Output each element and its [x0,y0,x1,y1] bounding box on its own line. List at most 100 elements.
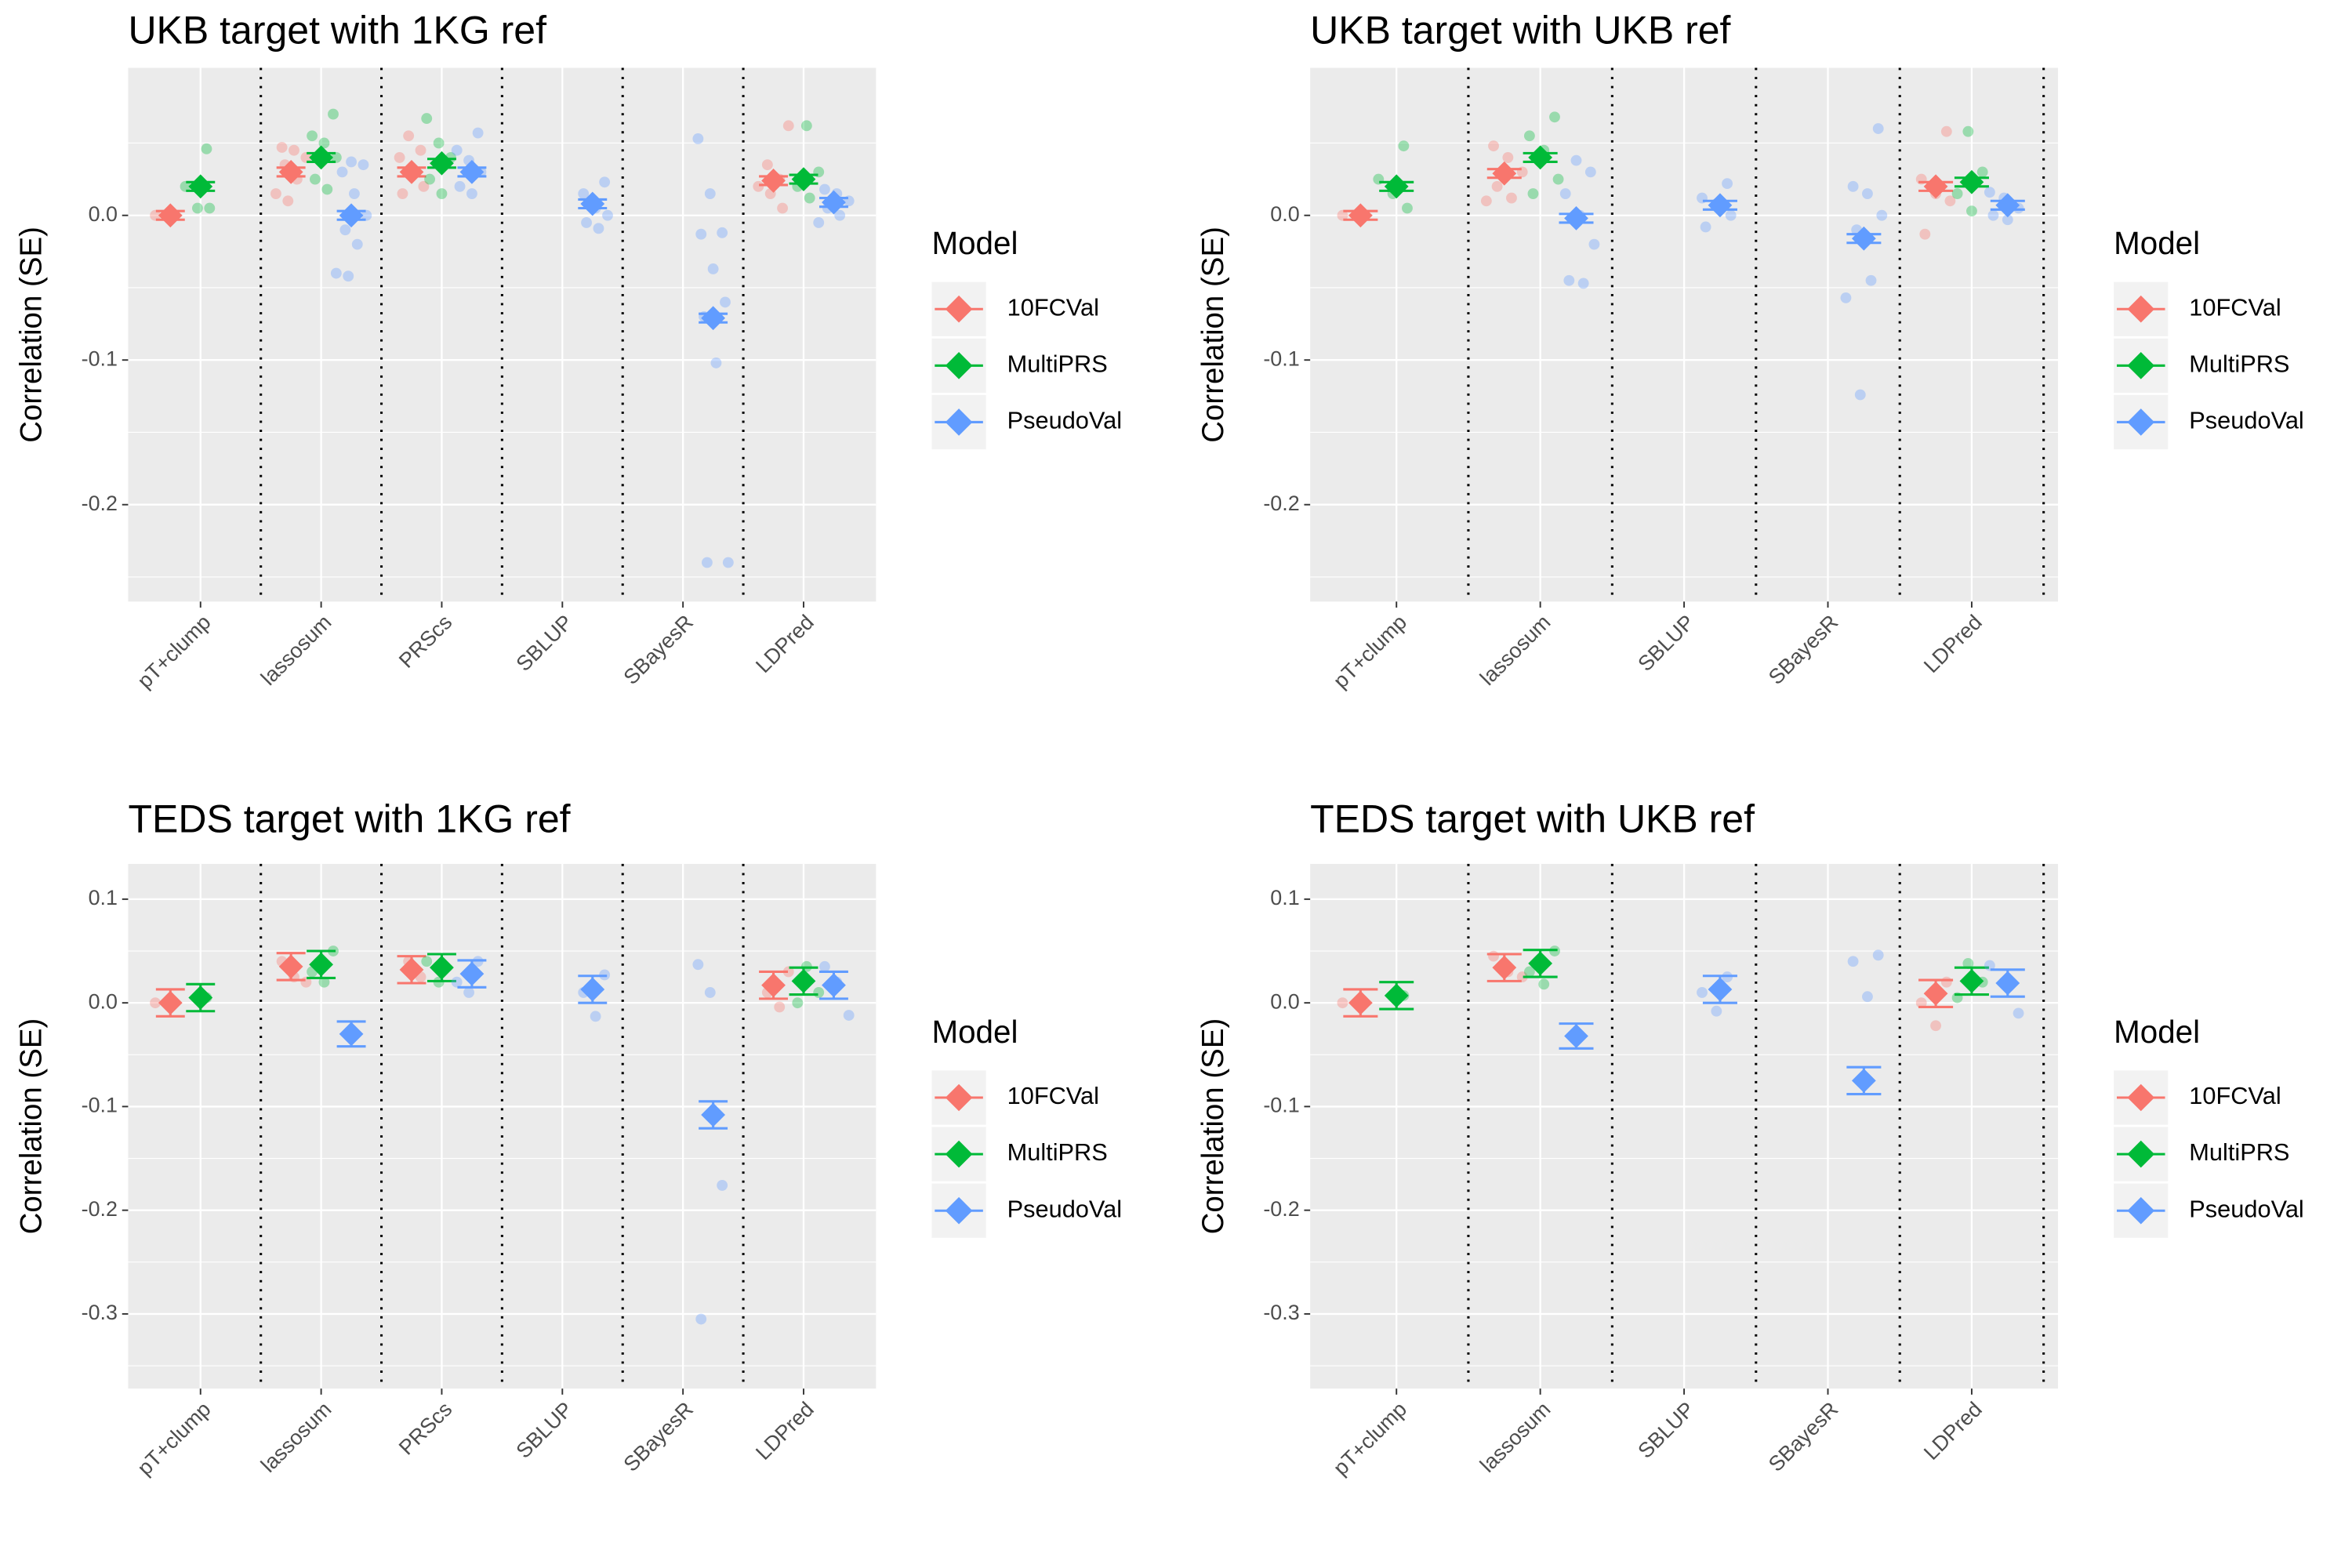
data-point [403,130,415,142]
data-point [1847,956,1859,967]
legend-label: PseudoVal [2189,1195,2303,1222]
mean-marker [1923,174,1948,199]
mean-marker [761,973,786,998]
data-point [1552,173,1564,185]
x-tick-label: lassosum [1475,1397,1555,1477]
x-tick-label: pT+clump [1329,1397,1411,1479]
data-point [1847,180,1859,192]
data-point [201,143,212,154]
data-point [1987,209,1999,221]
x-tick-label: LDPred [751,1397,818,1465]
data-point [192,202,203,214]
y-axis-label: Correlation (SE) [14,227,48,443]
data-point [361,209,372,221]
mean-marker [1528,951,1553,976]
chart-title: UKB target with 1KG ref [128,9,546,53]
mean-marker [459,159,485,184]
data-point [454,180,466,192]
y-tick-label: 0.1 [1270,886,1299,909]
legend-label: MultiPRS [1007,1138,1108,1166]
mean-marker [309,145,333,170]
data-point [1538,978,1550,990]
data-point [1337,209,1348,221]
data-point [819,960,830,972]
legend-label: PseudoVal [1007,407,1122,434]
data-point [276,142,288,153]
mean-marker [188,985,213,1010]
mean-marker [1923,981,1948,1006]
x-tick-label: SBLUP [1633,1397,1699,1463]
data-point [777,202,789,214]
data-point [695,228,707,240]
legend-label: 10FCVal [2189,1082,2281,1109]
data-point [782,120,794,132]
data-point [1862,991,1873,1003]
x-tick-label: LDPred [751,610,818,677]
legend-title: Model [2114,1014,2200,1050]
legend-label: PseudoVal [2189,407,2303,434]
legend-label: MultiPRS [2189,350,2289,377]
x-tick-label: lassosum [1475,610,1555,690]
x-tick-label: LDPred [1919,610,1987,677]
data-point [692,959,704,971]
data-point [1523,130,1535,142]
data-point [1398,140,1410,152]
data-point [394,151,405,163]
x-tick-label: SBLUP [512,610,578,676]
data-point [1697,987,1708,998]
data-point [336,166,348,178]
x-tick-label: lassosum [256,610,336,690]
data-point [424,173,435,185]
data-point [1488,140,1499,152]
mean-marker [1995,971,2020,996]
data-point [813,987,825,998]
legend-label: PseudoVal [1007,1195,1122,1222]
legend-title: Model [931,1014,1018,1050]
data-point [1480,195,1492,207]
data-point [761,159,773,171]
mean-marker [1492,161,1517,186]
x-tick-label: SBayesR [619,1397,699,1476]
x-tick-label: SBayesR [1764,1397,1843,1476]
data-point [1337,997,1348,1009]
y-axis-label: Correlation (SE) [1196,227,1230,443]
y-tick-label: 0.0 [89,202,118,226]
legend-label: MultiPRS [2189,1138,2289,1166]
mean-marker [701,1102,725,1127]
data-point [1976,166,1988,178]
data-point [774,1001,786,1013]
data-point [1711,1005,1722,1017]
x-tick-label: lassosum [256,1397,336,1477]
data-point [1919,228,1931,240]
y-axis-label: Correlation (SE) [14,1018,48,1235]
data-point [1962,125,1974,137]
data-point [717,1180,728,1191]
data-point [1570,154,1582,166]
data-point [1854,389,1866,401]
mean-marker [278,954,303,979]
y-tick-label: -0.2 [82,1197,118,1221]
data-point [1559,188,1571,199]
data-point [720,296,731,308]
data-point [722,557,734,568]
data-point [1402,202,1413,214]
data-point [1872,123,1884,134]
data-point [150,209,161,221]
y-tick-label: 0.0 [1270,989,1299,1013]
y-tick-label: -0.1 [82,1094,118,1117]
data-point [343,270,354,282]
x-tick-label: SBayesR [1764,610,1843,689]
data-point [418,180,430,192]
data-point [1588,238,1600,250]
mean-marker [1959,169,1984,194]
y-tick-label: 0.1 [89,886,118,909]
data-point [421,956,433,967]
data-point [330,267,342,279]
data-point [472,127,484,139]
data-point [300,151,312,163]
data-point [753,180,764,192]
data-point [1862,188,1873,199]
data-point [415,144,426,156]
legend-label: 10FCVal [1007,293,1099,321]
